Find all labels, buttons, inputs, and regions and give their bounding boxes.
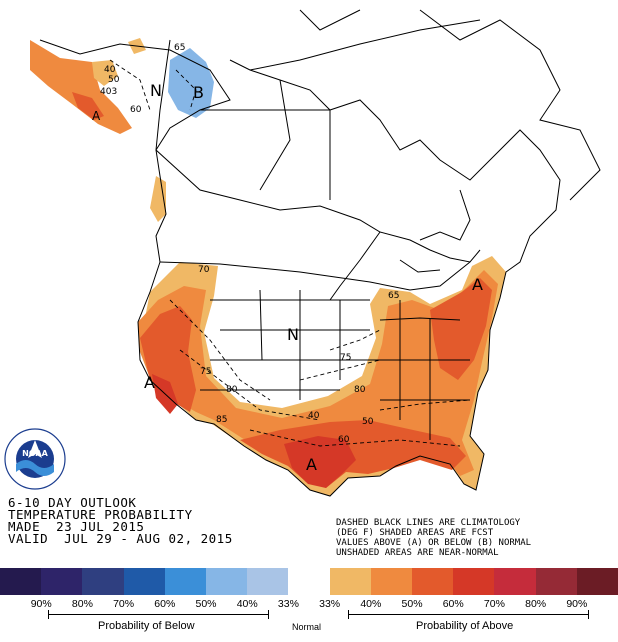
notes-line1: DASHED BLACK LINES ARE CLIMATOLOGY <box>336 518 521 528</box>
clim-value: 75 <box>340 353 351 363</box>
clim-value: 50 <box>108 75 120 85</box>
scale-swatch <box>370 568 413 595</box>
clim-value: 65 <box>388 291 399 301</box>
us-above-60-east <box>430 278 492 380</box>
scale-value-label: 40% <box>236 598 258 610</box>
outlook-title-line3: MADE 23 JUL 2015 <box>8 519 145 534</box>
scale-value-label: 80% <box>71 598 93 610</box>
above-legend-tick-left <box>348 610 349 619</box>
us-above-70-texas <box>284 436 356 488</box>
scale-value-label: 50% <box>401 598 423 610</box>
scale-swatch <box>41 568 83 595</box>
scale-swatch <box>535 568 577 595</box>
scale-value-label: 70% <box>113 598 135 610</box>
below-legend-line <box>48 614 268 615</box>
below-legend-tick-left <box>48 610 49 619</box>
scale-swatch <box>123 568 165 595</box>
above-label-northeast: A <box>472 275 483 294</box>
clim-value: 85 <box>216 415 227 425</box>
outlook-title-block: 6-10 DAY OUTLOOK TEMPERATURE PROBABILITY M… <box>8 495 233 546</box>
coastline-outlines <box>39 9 601 497</box>
scale-value-label: 50% <box>195 598 217 610</box>
near-normal-label-central: N <box>287 325 299 344</box>
notes-line4: UNSHADED AREAS ARE NEAR-NORMAL <box>336 548 499 558</box>
below-legend-tick-right <box>268 610 269 619</box>
outlook-title-line2: TEMPERATURE PROBABILITY <box>8 507 193 522</box>
yukon-below-region <box>168 48 214 118</box>
clim-value: 70 <box>198 265 210 275</box>
probability-color-scale <box>0 568 618 595</box>
above-label-west: A <box>144 373 155 392</box>
noaa-logo-text: NOAA <box>22 449 48 458</box>
notes-line3: VALUES ABOVE (A) OR BELOW (B) NORMAL <box>336 538 532 548</box>
alaska-top-above <box>92 60 118 86</box>
alaska-above-region <box>30 40 132 134</box>
scale-swatch <box>82 568 124 595</box>
clim-value: 403 <box>100 87 117 97</box>
scale-swatch <box>247 568 289 595</box>
probability-below-label: Probability of Below <box>98 620 195 632</box>
noaa-logo: NOAA <box>4 428 66 490</box>
scale-value-label: 33% <box>319 598 341 610</box>
clim-value: 60 <box>130 105 142 115</box>
near-normal-label-alaska: N <box>150 81 162 100</box>
scale-value-label: 80% <box>525 598 547 610</box>
scale-swatch <box>576 568 618 595</box>
notes-line2: (DEG F) SHADED AREAS ARE FCST <box>336 528 494 538</box>
scale-swatch <box>206 568 248 595</box>
clim-value: 65 <box>174 43 185 53</box>
normal-label: Normal <box>292 622 322 632</box>
scale-value-label: 90% <box>566 598 588 610</box>
scale-swatch <box>453 568 495 595</box>
scale-swatch <box>288 568 330 595</box>
above-label-texas: A <box>306 455 317 474</box>
clim-value: 80 <box>354 385 366 395</box>
scale-swatch <box>0 568 42 595</box>
above-legend-tick-right <box>588 610 589 619</box>
scale-swatch <box>412 568 454 595</box>
climatology-values: 40 50 60 403 70 75 80 85 65 40 50 60 75 … <box>100 43 399 445</box>
above-label-alaska-west: A <box>92 109 101 123</box>
scale-value-label: 70% <box>483 598 505 610</box>
below-label-alaska: B <box>193 83 204 102</box>
clim-value: 75 <box>200 367 211 377</box>
probability-scale-labels: 90% 80% 70% 60% 50% 40% 33% 33% 40% 50% 60% 70% 80% 9… <box>0 598 618 612</box>
clim-value: 80 <box>226 385 238 395</box>
clim-value: 40 <box>308 411 320 421</box>
scale-value-label: 60% <box>154 598 176 610</box>
scale-value-label: 90% <box>30 598 52 610</box>
scale-swatch <box>329 568 371 595</box>
probability-above-label: Probability of Above <box>416 620 514 632</box>
outlook-map: N B N A A A A 40 50 60 403 70 75 80 85 6… <box>30 9 601 497</box>
clim-value: 60 <box>338 435 350 445</box>
notes-block: DASHED BLACK LINES ARE CLIMATOLOGY (DEG F… <box>336 518 531 558</box>
scale-value-label: 33% <box>277 598 299 610</box>
scale-value-label: 60% <box>442 598 464 610</box>
outlook-title-line1: 6-10 DAY OUTLOOK <box>8 495 137 510</box>
outlook-title-line4: VALID JUL 29 - AUG 02, 2015 <box>8 531 233 546</box>
above-legend-line <box>348 614 588 615</box>
us-above-60 <box>140 306 196 412</box>
climatology-lines <box>109 59 471 447</box>
scale-value-label: 40% <box>360 598 382 610</box>
clim-value: 50 <box>362 417 374 427</box>
scale-swatch <box>164 568 207 595</box>
clim-value: 40 <box>104 65 116 75</box>
scale-swatch <box>494 568 536 595</box>
alaska-above-inner <box>72 92 104 120</box>
